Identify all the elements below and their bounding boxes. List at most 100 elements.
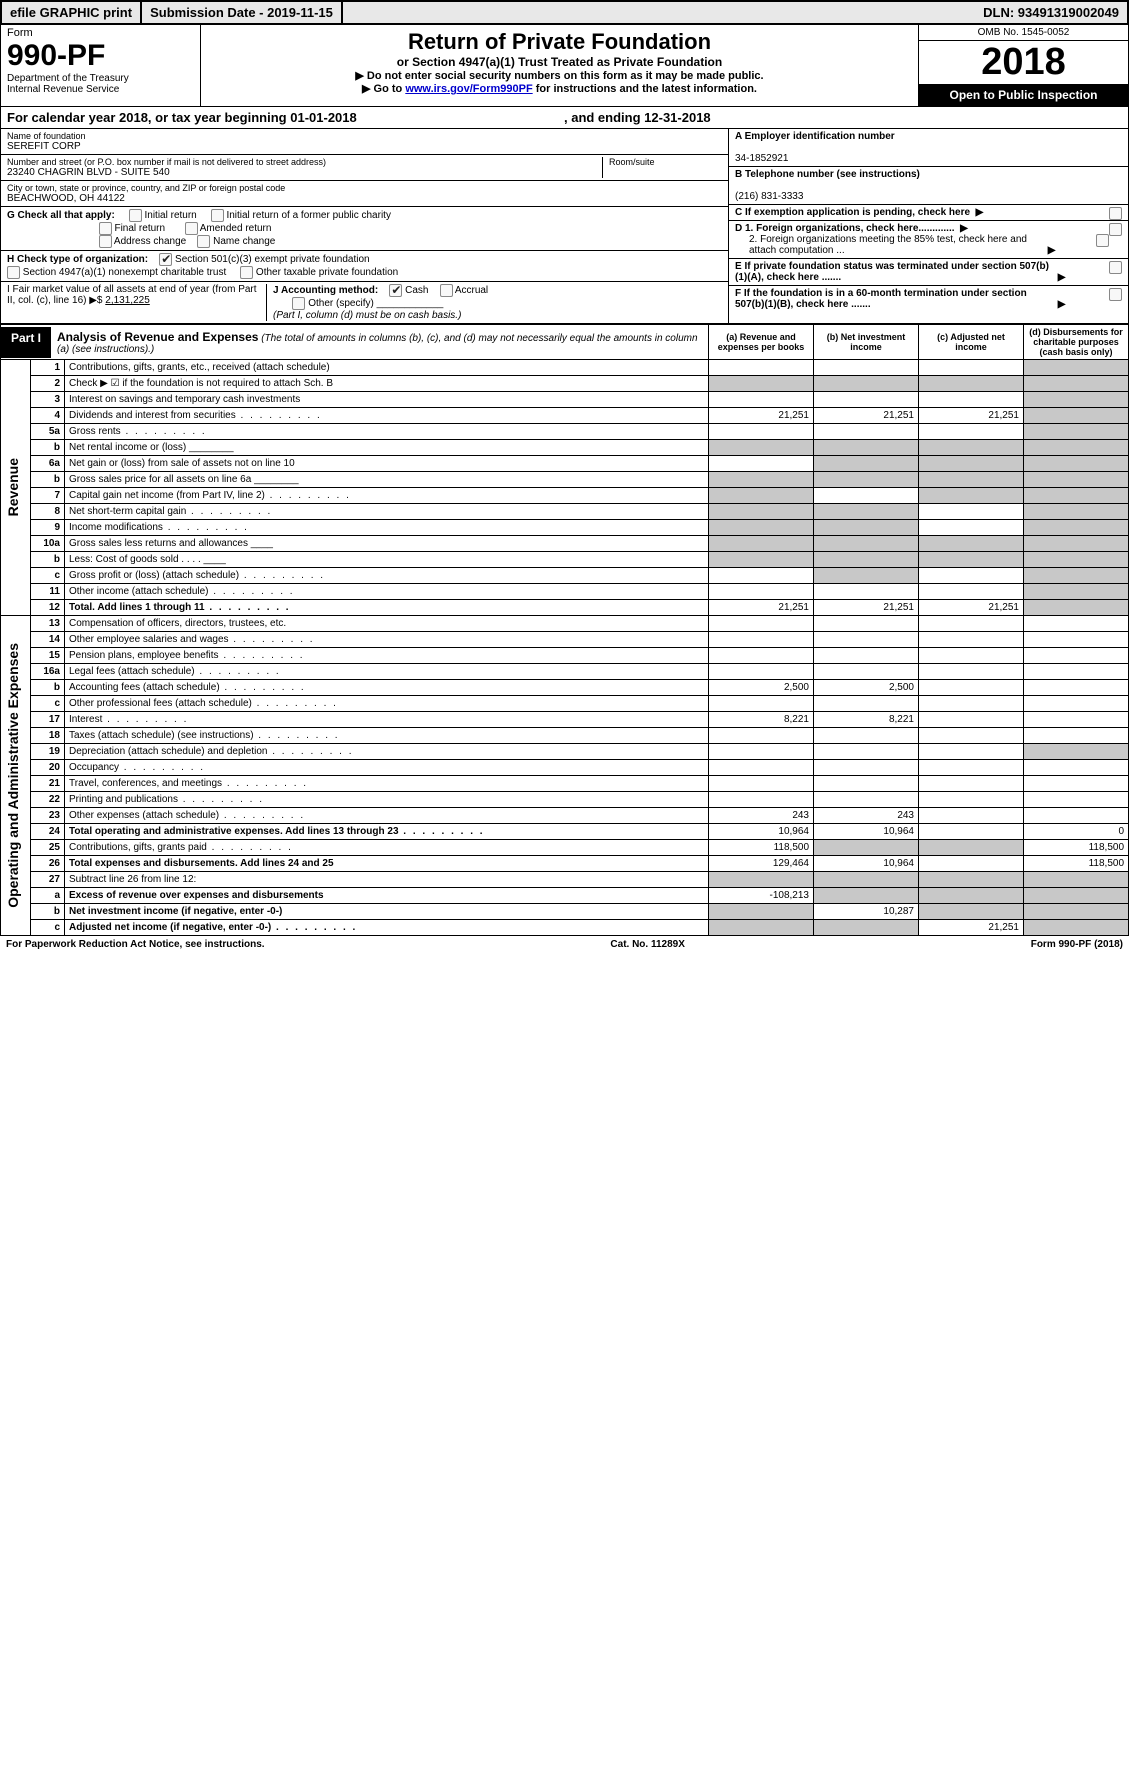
cell-c [919, 616, 1024, 632]
cell-a: 243 [709, 808, 814, 824]
ij-row: I Fair market value of all assets at end… [1, 282, 728, 323]
row-desc: Excess of revenue over expenses and disb… [65, 888, 709, 904]
row-desc: Other income (attach schedule) [65, 584, 709, 600]
row-desc: Net short-term capital gain [65, 504, 709, 520]
cell-c: 21,251 [919, 920, 1024, 936]
row-number: 27 [31, 872, 65, 888]
cell-b: 10,287 [814, 904, 919, 920]
cell-c [919, 536, 1024, 552]
table-row: 2Check ▶ ☑ if the foundation is not requ… [1, 376, 1129, 392]
chk-amended[interactable] [185, 222, 198, 235]
city: BEACHWOOD, OH 44122 [7, 193, 722, 204]
row-desc: Depreciation (attach schedule) and deple… [65, 744, 709, 760]
cell-b [814, 520, 919, 536]
row-desc: Other professional fees (attach schedule… [65, 696, 709, 712]
row-desc: Subtract line 26 from line 12: [65, 872, 709, 888]
cell-b [814, 792, 919, 808]
cell-d [1024, 616, 1129, 632]
cell-b [814, 728, 919, 744]
form-label: Form [7, 27, 194, 39]
chk-e[interactable] [1109, 261, 1122, 274]
col-d-header: (d) Disbursements for charitable purpose… [1024, 325, 1129, 360]
address-cell: Number and street (or P.O. box number if… [1, 155, 728, 181]
table-row: 25Contributions, gifts, grants paid118,5… [1, 840, 1129, 856]
row-number: 17 [31, 712, 65, 728]
form-title: Return of Private Foundation [211, 29, 908, 55]
c-label: C If exemption application is pending, c… [735, 207, 970, 218]
instr-2: ▶ Go to www.irs.gov/Form990PF for instru… [211, 82, 908, 95]
cell-d [1024, 440, 1129, 456]
g-final: Final return [114, 223, 165, 234]
chk-4947[interactable] [7, 266, 20, 279]
g-name-change: Name change [213, 236, 275, 247]
cell-c [919, 840, 1024, 856]
cell-a [709, 664, 814, 680]
row-number: 25 [31, 840, 65, 856]
row-number: 26 [31, 856, 65, 872]
table-row: 4Dividends and interest from securities2… [1, 408, 1129, 424]
table-row: 8Net short-term capital gain [1, 504, 1129, 520]
cell-d [1024, 392, 1129, 408]
row-desc: Less: Cost of goods sold . . . . ____ [65, 552, 709, 568]
chk-c[interactable] [1109, 207, 1122, 220]
cell-c [919, 904, 1024, 920]
cell-b: 8,221 [814, 712, 919, 728]
foundation-name-cell: Name of foundation SEREFIT CORP [1, 129, 728, 155]
c-cell: C If exemption application is pending, c… [729, 205, 1128, 221]
chk-d1[interactable] [1109, 223, 1122, 236]
row-desc: Contributions, gifts, grants paid [65, 840, 709, 856]
chk-f[interactable] [1109, 288, 1122, 301]
ein: 34-1852921 [735, 153, 788, 164]
form-number: 990-PF [7, 39, 194, 73]
chk-cash[interactable] [389, 284, 402, 297]
cell-b [814, 424, 919, 440]
d2-label: 2. Foreign organizations meeting the 85%… [735, 234, 1045, 256]
cell-b [814, 648, 919, 664]
a-label: A Employer identification number [735, 131, 895, 142]
j-cash: Cash [405, 285, 428, 296]
cell-d [1024, 696, 1129, 712]
cell-a [709, 360, 814, 376]
table-row: 21Travel, conferences, and meetings [1, 776, 1129, 792]
row-number: 1 [31, 360, 65, 376]
chk-501c3[interactable] [159, 253, 172, 266]
chk-other-tax[interactable] [240, 266, 253, 279]
row-desc: Total operating and administrative expen… [65, 824, 709, 840]
chk-accrual[interactable] [440, 284, 453, 297]
cell-a [709, 504, 814, 520]
chk-name-change[interactable] [197, 235, 210, 248]
cell-c [919, 392, 1024, 408]
row-desc: Pension plans, employee benefits [65, 648, 709, 664]
cell-a [709, 648, 814, 664]
table-row: 15Pension plans, employee benefits [1, 648, 1129, 664]
chk-other-method[interactable] [292, 297, 305, 310]
cell-d [1024, 872, 1129, 888]
chk-addr-change[interactable] [99, 235, 112, 248]
cell-b [814, 696, 919, 712]
chk-final[interactable] [99, 222, 112, 235]
row-desc: Taxes (attach schedule) (see instruction… [65, 728, 709, 744]
row-desc: Adjusted net income (if negative, enter … [65, 920, 709, 936]
cell-b [814, 840, 919, 856]
cal-end: 12-31-2018 [644, 110, 711, 125]
irs-link[interactable]: www.irs.gov/Form990PF [405, 83, 532, 95]
tax-year: 2018 [919, 41, 1128, 84]
page-footer: For Paperwork Reduction Act Notice, see … [0, 936, 1129, 953]
cell-b: 243 [814, 808, 919, 824]
row-desc: Occupancy [65, 760, 709, 776]
table-row: bAccounting fees (attach schedule)2,5002… [1, 680, 1129, 696]
cell-c [919, 680, 1024, 696]
chk-initial-former[interactable] [211, 209, 224, 222]
row-desc: Net gain or (loss) from sale of assets n… [65, 456, 709, 472]
h-label: H Check type of organization: [7, 254, 148, 265]
cell-a [709, 376, 814, 392]
cell-d: 0 [1024, 824, 1129, 840]
row-desc: Other expenses (attach schedule) [65, 808, 709, 824]
cal-begin: 01-01-2018 [290, 110, 357, 125]
chk-initial[interactable] [129, 209, 142, 222]
cell-d [1024, 408, 1129, 424]
cell-c [919, 776, 1024, 792]
instr2-suffix: for instructions and the latest informat… [533, 83, 757, 95]
cell-c [919, 792, 1024, 808]
chk-d2[interactable] [1096, 234, 1109, 247]
